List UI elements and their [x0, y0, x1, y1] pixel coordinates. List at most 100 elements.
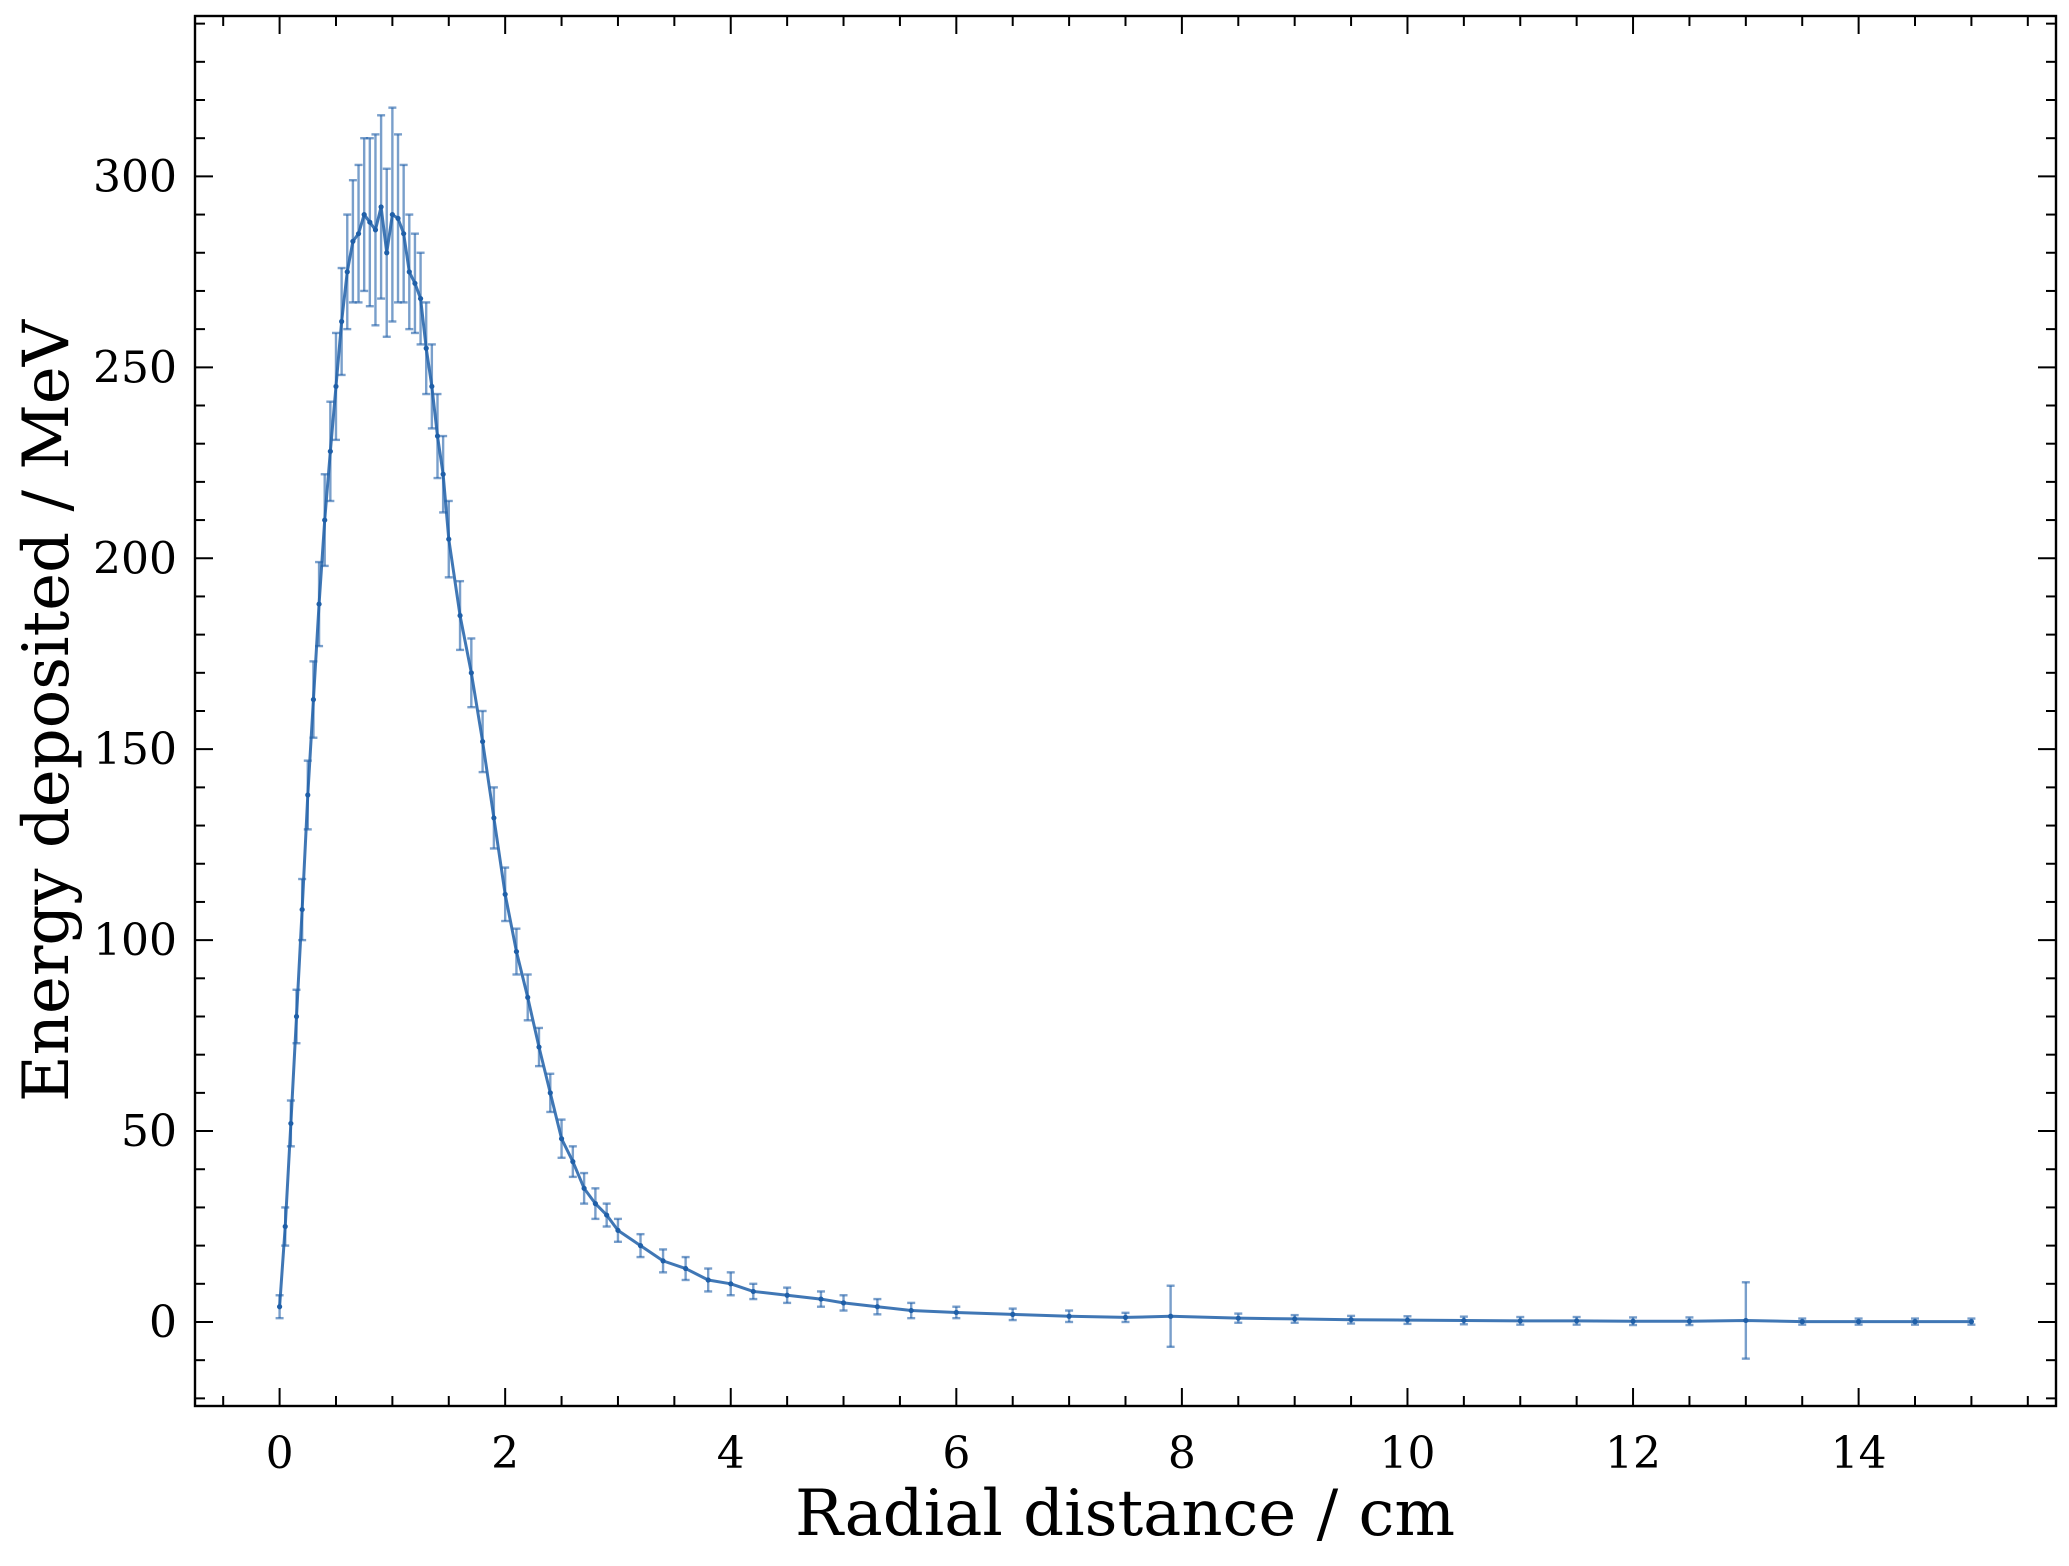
data-point [276, 1304, 283, 1310]
data-point [592, 1201, 598, 1207]
data-point [581, 1185, 587, 1191]
y-tick-label: 300 [93, 151, 177, 202]
data-point [367, 219, 373, 225]
data-point [728, 1281, 734, 1287]
data-point [604, 1212, 610, 1218]
x-tick-label: 10 [1379, 1428, 1435, 1479]
data-point [350, 238, 356, 244]
x-tick-label: 8 [1168, 1428, 1196, 1479]
data-point [1517, 1318, 1523, 1324]
data-point [480, 738, 486, 745]
data-point [361, 211, 367, 218]
data-point [446, 536, 452, 542]
data-point [1235, 1315, 1241, 1321]
data-point [750, 1288, 756, 1295]
data-point [310, 696, 317, 703]
data-point [299, 906, 305, 913]
data-point [384, 250, 390, 256]
x-tick-label: 12 [1605, 1428, 1661, 1479]
series-line [278, 205, 1972, 1324]
data-point [660, 1258, 666, 1264]
data-point [327, 448, 333, 454]
plot-frame [193, 14, 2058, 1408]
data-point [547, 1090, 553, 1096]
tick-layer [195, 16, 2056, 1406]
data-point [395, 215, 401, 221]
y-tick-label: 50 [121, 1106, 177, 1157]
data-point [1122, 1314, 1129, 1321]
data-point [305, 792, 311, 798]
data-point [372, 227, 379, 233]
data-point [406, 269, 412, 275]
data-point [818, 1296, 824, 1302]
series-layer [275, 106, 1976, 1360]
data-point [1912, 1319, 1918, 1325]
data-point [333, 383, 339, 390]
data-point [525, 994, 531, 1001]
y-axis-title: Energy deposited / MeV [10, 318, 84, 1102]
data-point [536, 1044, 542, 1050]
data-point [434, 433, 441, 439]
data-point [316, 601, 322, 607]
data-point [615, 1227, 621, 1233]
data-point [429, 383, 435, 390]
data-point [344, 269, 350, 275]
data-point [570, 1159, 576, 1165]
y-tick-label: 150 [93, 724, 177, 775]
data-point [378, 204, 384, 210]
data-point [339, 318, 345, 325]
data-point [457, 612, 463, 619]
data-point [558, 1136, 565, 1142]
data-point [491, 815, 497, 821]
data-point [389, 211, 395, 218]
data-point [1856, 1319, 1862, 1325]
data-point [1461, 1317, 1467, 1324]
data-point [637, 1243, 644, 1249]
label-layer: 0 2 4 6 8 10 12 14 0 50 100 150 200 250 300 [93, 151, 1887, 1479]
data-point [288, 1120, 294, 1127]
data-point [1010, 1311, 1016, 1317]
x-tick-label: 14 [1831, 1428, 1887, 1479]
x-tick-label: 0 [266, 1428, 294, 1479]
data-point [1799, 1319, 1805, 1325]
x-tick-label: 2 [491, 1428, 519, 1479]
data-point [293, 1013, 300, 1020]
data-point [322, 517, 328, 523]
data-point [440, 471, 446, 477]
data-point [1168, 1313, 1174, 1319]
data-point [417, 295, 424, 302]
data-point [1968, 1319, 1975, 1325]
data-point [1404, 1317, 1411, 1323]
data-point [1066, 1313, 1072, 1319]
y-tick-label: 0 [149, 1297, 177, 1348]
data-point [784, 1292, 790, 1298]
data-point [1630, 1318, 1636, 1324]
data-point [1686, 1318, 1693, 1324]
data-point [1292, 1316, 1298, 1322]
data-point [840, 1300, 847, 1306]
x-tick-label: 6 [942, 1428, 970, 1479]
data-point [502, 891, 508, 897]
x-tick-label: 4 [717, 1428, 745, 1479]
data-point [1348, 1317, 1354, 1323]
y-tick-label: 100 [93, 915, 177, 966]
data-point [908, 1307, 914, 1314]
data-point [683, 1265, 689, 1272]
data-point [423, 345, 429, 351]
data-point [705, 1277, 711, 1283]
y-tick-label: 200 [93, 533, 177, 584]
data-point [874, 1304, 880, 1310]
data-point [513, 948, 520, 955]
data-point [953, 1309, 959, 1316]
data-point [282, 1223, 288, 1230]
data-point [1574, 1318, 1580, 1324]
data-point [412, 280, 418, 286]
y-tick-label: 250 [93, 342, 177, 393]
x-axis-title: Radial distance / cm [795, 1477, 1455, 1551]
data-point [1743, 1317, 1749, 1324]
data-point [355, 231, 362, 237]
data-point [468, 670, 474, 676]
